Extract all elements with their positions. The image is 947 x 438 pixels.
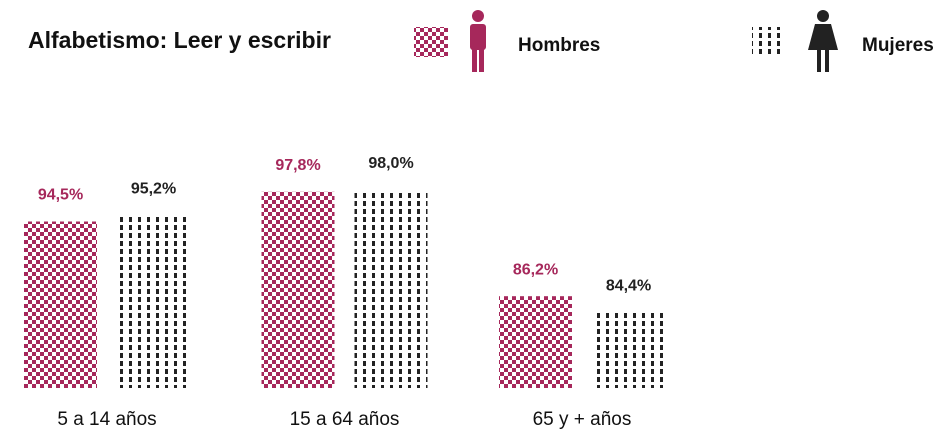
bar (24, 221, 97, 388)
data-label: 94,5% (38, 187, 83, 204)
legend-swatch (414, 27, 448, 57)
bar (117, 215, 190, 388)
data-label: 98,0% (368, 155, 413, 172)
woman-icon (808, 10, 838, 72)
data-label: 84,4% (606, 278, 651, 295)
x-tick-label: 15 a 64 años (290, 409, 400, 430)
bar (499, 296, 572, 388)
legend-label: Hombres (518, 35, 600, 56)
bar (354, 190, 428, 388)
legend-swatch (752, 27, 786, 57)
chart-title: Alfabetismo: Leer y escribir (28, 27, 331, 53)
x-tick-label: 65 y + años (533, 409, 632, 430)
legend-label: Mujeres (862, 35, 934, 56)
man-icon (470, 10, 486, 72)
data-label: 86,2% (513, 261, 558, 278)
data-label: 97,8% (275, 157, 320, 174)
x-tick-label: 5 a 14 años (57, 409, 156, 430)
data-label: 95,2% (131, 180, 176, 197)
bar (592, 312, 665, 388)
bar (261, 191, 335, 388)
